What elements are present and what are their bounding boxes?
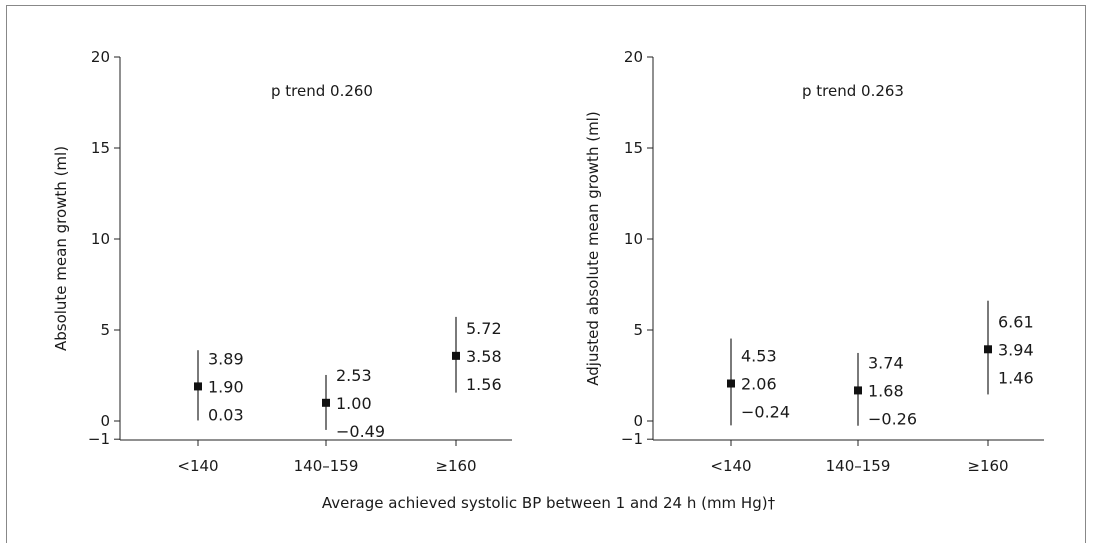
panel2-y-axis-title: Adjusted absolute mean growth (ml) xyxy=(584,111,602,385)
panel2-lower-label: −0.26 xyxy=(868,409,917,428)
figure-frame xyxy=(6,5,1086,543)
panel2-mean-label: 2.06 xyxy=(741,375,777,394)
panel1-y-axis-title: Absolute mean growth (ml) xyxy=(52,146,70,351)
panel2-y-tick-label: 20 xyxy=(624,48,643,66)
panel2-p-trend-annotation: p trend 0.263 xyxy=(802,82,904,100)
panel1-y-tick-label: 20 xyxy=(91,48,110,66)
panel2-y-tick-label: 5 xyxy=(633,321,643,339)
panel2-mean-label: 3.94 xyxy=(998,340,1034,359)
panel1-y-tick-label: 0 xyxy=(100,412,110,430)
panel1-upper-label: 3.89 xyxy=(208,349,244,368)
panel1-mean-marker xyxy=(452,351,460,360)
panel2-lower-label: −0.24 xyxy=(741,403,790,422)
panel2-y-tick-label: 15 xyxy=(624,139,643,157)
panel1-mean-marker xyxy=(194,382,202,391)
panel1-x-tick-label: ≥160 xyxy=(435,457,476,475)
panel1-y-tick-label: −1 xyxy=(88,430,110,448)
panel1-mean-label: 3.58 xyxy=(466,347,502,366)
panel1-lower-label: 0.03 xyxy=(208,405,244,424)
panel1-upper-label: 5.72 xyxy=(466,319,502,338)
panel1-p-trend-annotation: p trend 0.260 xyxy=(271,82,373,100)
panel1-y-tick-label: 10 xyxy=(91,230,110,248)
panel1-lower-label: 1.56 xyxy=(466,375,502,394)
panel2-mean-label: 1.68 xyxy=(868,381,904,400)
panel1-y-tick-label: 15 xyxy=(91,139,110,157)
panel2-lower-label: 1.46 xyxy=(998,368,1034,387)
panel2-upper-label: 3.74 xyxy=(868,353,904,372)
panel1-x-tick-label: 140–159 xyxy=(294,457,359,475)
panel2-y-tick-label: 0 xyxy=(633,412,643,430)
panel1-x-tick-label: <140 xyxy=(177,457,218,475)
x-axis-title: Average achieved systolic BP between 1 a… xyxy=(321,494,776,512)
panel1-upper-label: 2.53 xyxy=(336,366,372,385)
panel2-upper-label: 4.53 xyxy=(741,347,777,366)
panel2-mean-marker xyxy=(984,345,992,354)
panel1-mean-label: 1.00 xyxy=(336,394,372,413)
panel1-y-tick-label: 5 xyxy=(100,321,110,339)
panel1-lower-label: −0.49 xyxy=(336,422,385,441)
panel1-mean-label: 1.90 xyxy=(208,377,244,396)
panel2-y-tick-label: 10 xyxy=(624,230,643,248)
panel2-x-tick-label: 140–159 xyxy=(826,457,891,475)
panel2-x-tick-label: ≥160 xyxy=(967,457,1008,475)
panel2-x-tick-label: <140 xyxy=(710,457,751,475)
panel1-mean-marker xyxy=(322,398,330,407)
panel2-mean-marker xyxy=(854,386,862,395)
panel2-y-tick-label: −1 xyxy=(621,430,643,448)
panel2-mean-marker xyxy=(727,379,735,388)
panel2-upper-label: 6.61 xyxy=(998,312,1034,331)
